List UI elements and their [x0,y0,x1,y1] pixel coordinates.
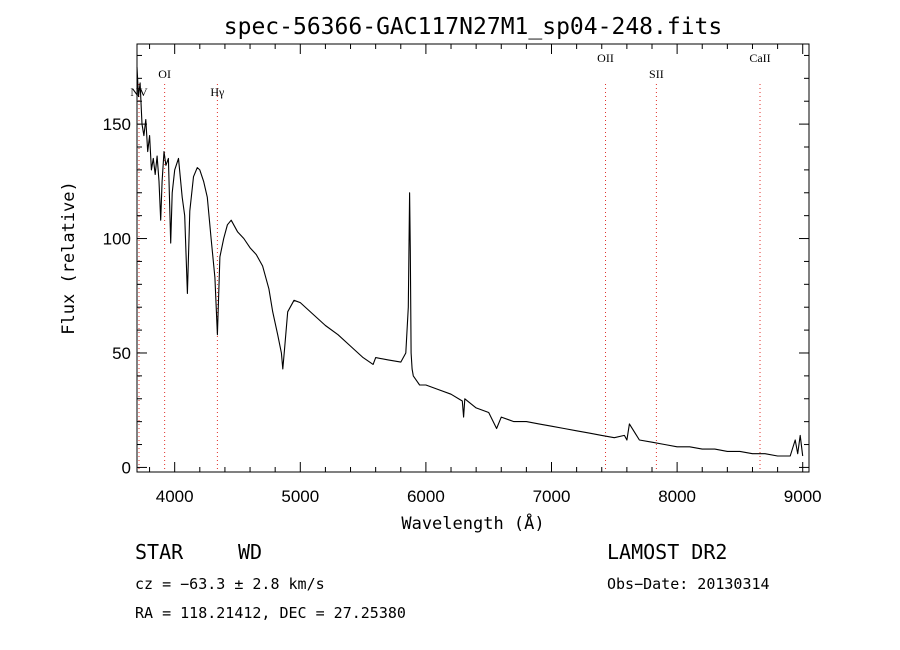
survey-name: LAMOST DR2 [607,540,728,564]
x-tick-label: 9000 [784,487,822,506]
spectral-line-label: OI [158,67,171,81]
x-tick-label: 7000 [533,487,571,506]
object-subclass: WD [238,540,263,564]
y-tick-label: 150 [103,115,131,134]
chart-title: spec-56366-GAC117N27M1_sp04-248.fits [224,14,723,40]
obs-date: Obs−Date: 20130314 [607,575,770,593]
redshift-text: cz = −63.3 ± 2.8 km/s [135,575,325,593]
x-tick-label: 6000 [407,487,445,506]
spectrum-line [136,66,804,457]
object-class: STAR [135,540,184,564]
spectral-line-label: OII [597,51,614,65]
y-tick-label: 100 [103,230,131,249]
x-axis-label: Wavelength (Å) [401,512,544,534]
axis-ticks: 4000 5000 6000 7000 8000 9000 0 50 100 150 [103,44,822,506]
coordinates: RA = 118.21412, DEC = 27.25380 [135,604,406,622]
spectral-line-label: CaII [749,51,770,65]
y-tick-label: 50 [112,344,131,363]
x-tick-label: 4000 [156,487,194,506]
spectral-line-label: Hγ [210,85,225,99]
x-tick-label: 5000 [281,487,319,506]
y-tick-label: 0 [122,458,131,477]
y-axis-label: Flux (relative) [59,181,79,335]
spectrum-series [136,66,804,457]
spectral-line-label: SII [649,67,664,81]
x-tick-label: 8000 [658,487,696,506]
plot-frame [136,43,810,473]
